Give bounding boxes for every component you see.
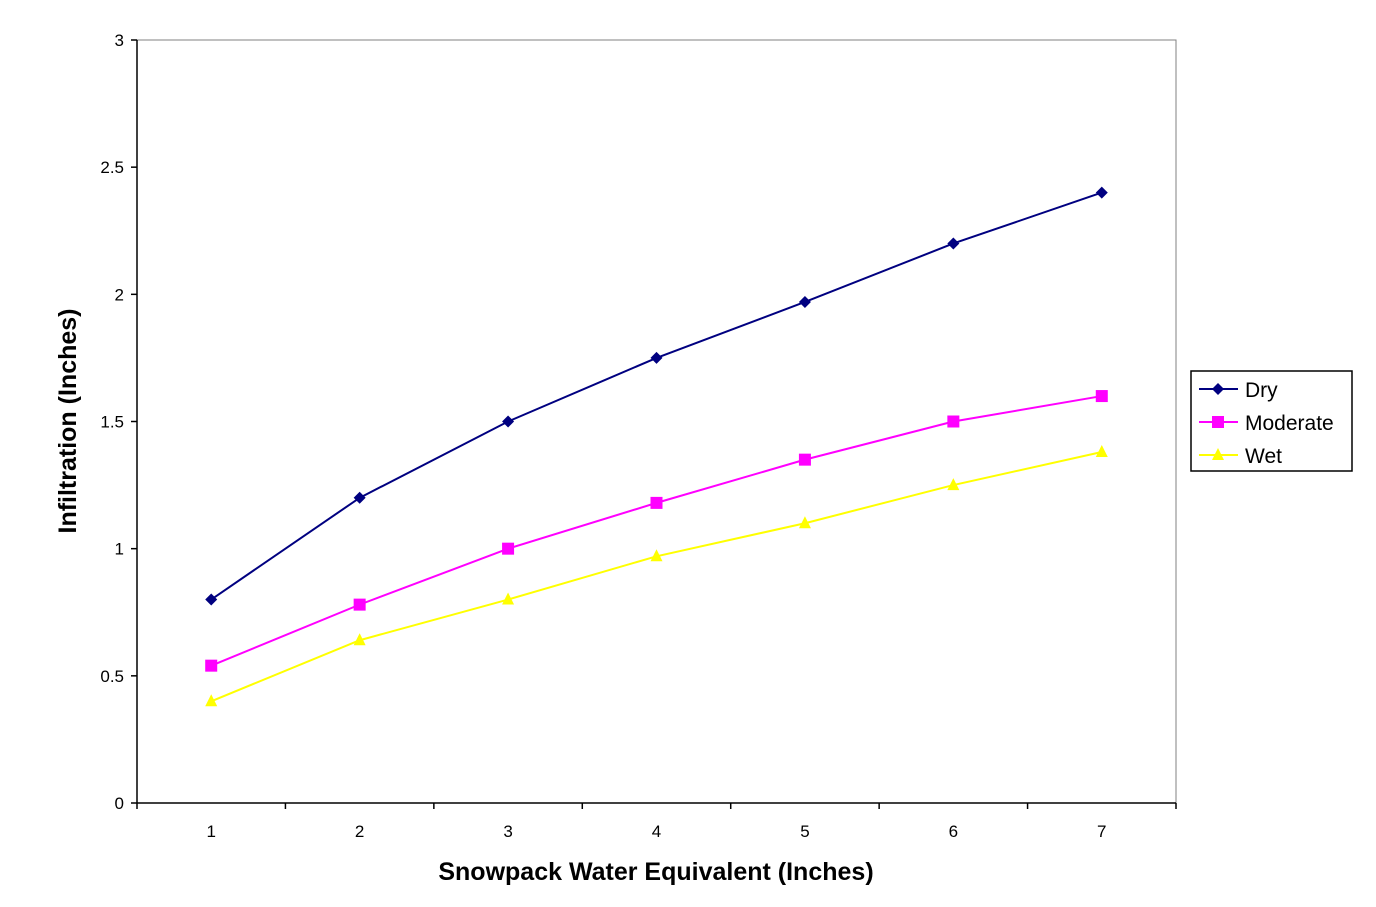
y-tick-label: 0 (115, 794, 124, 813)
y-tick-label: 1.5 (100, 413, 124, 432)
data-point-moderate (205, 659, 218, 672)
series-wet (205, 445, 1108, 707)
y-tick-label: 2 (115, 285, 124, 304)
data-point-dry (353, 491, 366, 504)
legend-item-dry: Dry (1199, 379, 1278, 402)
data-point-moderate (650, 496, 663, 509)
legend-marker-square (1212, 416, 1224, 428)
data-point-wet (798, 516, 811, 529)
legend-label: Moderate (1245, 412, 1334, 435)
data-point-wet (353, 633, 366, 646)
data-point-dry (947, 237, 960, 250)
data-point-moderate (1095, 390, 1108, 403)
legend: Dry Moderate Wet (1190, 370, 1353, 472)
series-dry (205, 186, 1108, 606)
data-point-dry (502, 415, 515, 428)
y-axis-title: Infiltration (Inches) (54, 309, 82, 534)
data-point-dry (798, 295, 811, 308)
data-point-moderate (798, 453, 811, 466)
x-tick-label: 3 (503, 822, 512, 841)
x-tick-label: 2 (355, 822, 364, 841)
data-point-dry (1095, 186, 1108, 199)
legend-label: Dry (1245, 379, 1278, 402)
legend-item-moderate: Moderate (1199, 412, 1334, 435)
plot-area (136, 39, 1177, 804)
legend-marker-diamond (1212, 383, 1224, 395)
legend-label: Wet (1245, 445, 1282, 468)
y-tick-label: 3 (115, 31, 124, 50)
data-point-wet (1095, 445, 1108, 458)
x-tick-label: 7 (1097, 822, 1106, 841)
data-point-wet (502, 592, 515, 605)
series-moderate (205, 390, 1108, 672)
x-tick-label: 4 (652, 822, 661, 841)
data-point-moderate (353, 598, 366, 611)
data-point-moderate (947, 415, 960, 428)
y-tick-label: 0.5 (100, 667, 124, 686)
legend-item-wet: Wet (1199, 445, 1282, 468)
y-tick-label: 1 (115, 540, 124, 559)
x-tick-label: 6 (949, 822, 958, 841)
data-point-wet (650, 549, 663, 562)
x-tick-label: 5 (800, 822, 809, 841)
data-point-dry (650, 351, 663, 364)
data-point-moderate (502, 542, 515, 555)
legend-marker-triangle (1212, 448, 1224, 460)
x-axis-title: Snowpack Water Equivalent (Inches) (438, 858, 873, 886)
x-tick-label: 1 (206, 822, 215, 841)
data-point-dry (205, 593, 218, 606)
data-point-wet (205, 694, 218, 707)
y-tick-label: 2.5 (100, 158, 124, 177)
data-point-wet (947, 478, 960, 491)
